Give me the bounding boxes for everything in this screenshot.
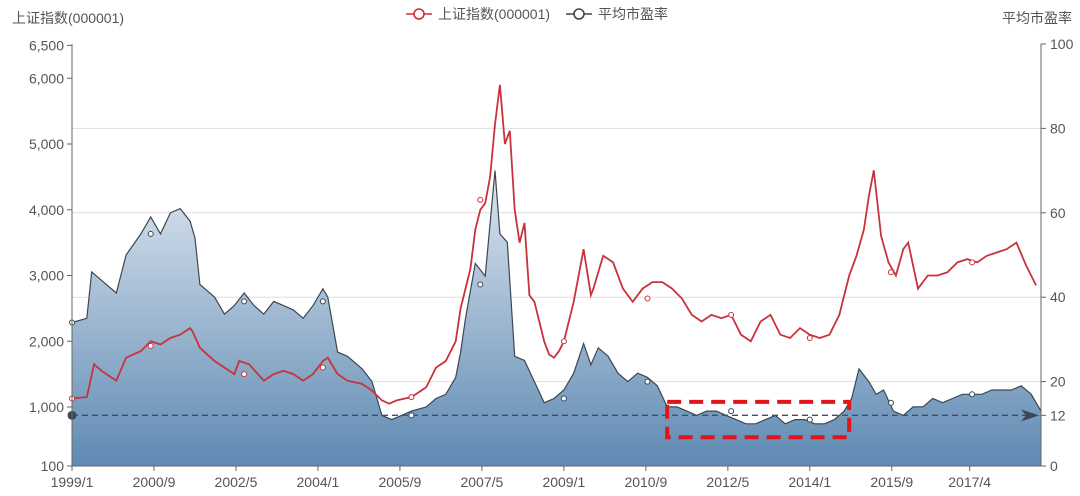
x-tick-label: 1999/1: [51, 474, 94, 490]
left-tick-label: 5,000: [29, 136, 64, 152]
series-pe-line: [71, 170, 1042, 425]
index-marker: [644, 295, 651, 302]
legend: 上证指数(000001) 平均市盈率: [406, 6, 668, 22]
reference-line-arrow: [1021, 409, 1039, 422]
x-tick-label: 2004/1: [297, 474, 340, 490]
index-marker: [319, 364, 326, 371]
highlight-box: [665, 399, 852, 440]
pe-marker: [644, 378, 651, 385]
axes: [71, 44, 1042, 467]
x-tick-label: 2012/5: [706, 474, 749, 490]
pe-marker: [319, 298, 326, 305]
index-marker: [241, 371, 248, 378]
x-tick-label: 2002/5: [215, 474, 258, 490]
index-marker: [969, 259, 976, 266]
left-tick-label: 100: [41, 458, 65, 474]
left-tick-label: 2,000: [29, 333, 64, 349]
series-markers: [69, 196, 976, 423]
right-tick-label: 0: [1050, 458, 1058, 474]
pe-area-fill: [72, 170, 1041, 466]
x-tick-label: 2017/4: [948, 474, 991, 490]
left-tick-label: 6,000: [29, 70, 64, 86]
index-marker: [147, 342, 154, 349]
pe-marker: [147, 230, 154, 237]
right-tick-label: 60: [1050, 205, 1066, 221]
x-tick-label: 2007/5: [460, 474, 503, 490]
left-axis-ticks: 100 1,000 2,000 3,000 4,000 5,000 6,000 6,500: [29, 37, 72, 474]
index-marker: [477, 196, 484, 203]
index-marker: [408, 394, 415, 401]
legend-label-index: 上证指数(000001): [438, 6, 550, 22]
index-marker: [728, 311, 735, 318]
legend-item-pe[interactable]: 平均市盈率: [566, 6, 668, 22]
x-tick-label: 2005/9: [379, 474, 422, 490]
right-tick-label: 40: [1050, 289, 1066, 305]
legend-label-pe: 平均市盈率: [598, 6, 668, 22]
pe-marker: [969, 391, 976, 398]
right-tick-label: 20: [1050, 374, 1066, 390]
right-axis-ticks: 0 12 20 40 60 80 100: [1041, 36, 1074, 474]
left-tick-label: 1,000: [29, 399, 64, 415]
right-tick-label: 100: [1050, 36, 1074, 52]
gridlines: [72, 127, 1041, 383]
index-marker: [560, 338, 567, 345]
x-tick-label: 2009/1: [542, 474, 585, 490]
pe-marker: [477, 281, 484, 288]
legend-marker-index: [413, 8, 425, 20]
pe-marker: [728, 408, 735, 415]
pe-marker: [241, 298, 248, 305]
x-tick-label: 2014/1: [788, 474, 831, 490]
x-tick-label: 2015/9: [870, 474, 913, 490]
left-tick-label: 3,000: [29, 268, 64, 284]
x-tick-label: 2010/9: [624, 474, 667, 490]
left-tick-label: 4,000: [29, 202, 64, 218]
legend-marker-pe: [573, 8, 585, 20]
x-axis-ticks: 1999/1 2000/9 2002/5 2004/1 2005/9 2007/5 2009…: [51, 466, 991, 490]
right-tick-label: 12: [1050, 407, 1066, 423]
right-tick-label: 80: [1050, 120, 1066, 136]
pe-marker: [408, 412, 415, 419]
left-axis-title: 上证指数(000001): [12, 10, 124, 26]
left-tick-label: 6,500: [29, 37, 64, 53]
pe-marker: [806, 416, 813, 423]
index-marker: [806, 334, 813, 341]
pe-marker: [887, 399, 894, 406]
pe-marker: [560, 395, 567, 402]
series-index-line: [71, 84, 1037, 405]
legend-item-index[interactable]: 上证指数(000001): [406, 6, 550, 22]
x-tick-label: 2000/9: [133, 474, 176, 490]
right-axis-title: 平均市盈率: [1002, 10, 1072, 26]
index-marker: [887, 269, 894, 276]
